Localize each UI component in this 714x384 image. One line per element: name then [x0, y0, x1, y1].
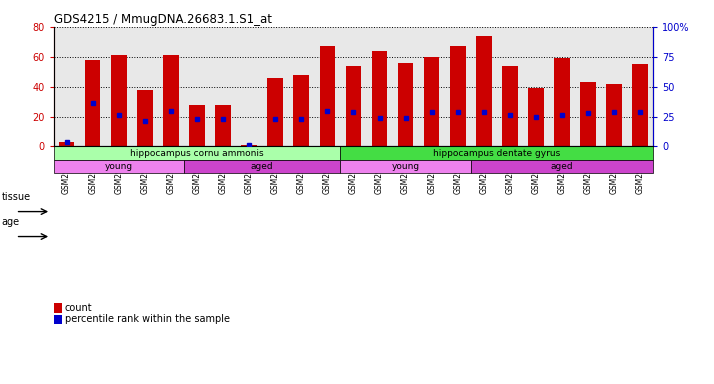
- Bar: [346, 66, 361, 146]
- Bar: [554, 58, 570, 146]
- Bar: [580, 82, 596, 146]
- Bar: [320, 46, 335, 146]
- Bar: [241, 145, 257, 146]
- Bar: [471, 160, 653, 173]
- Bar: [606, 84, 622, 146]
- Bar: [54, 146, 341, 160]
- Bar: [398, 63, 413, 146]
- Text: percentile rank within the sample: percentile rank within the sample: [65, 314, 230, 324]
- Bar: [424, 57, 440, 146]
- Bar: [267, 78, 283, 146]
- Text: aged: aged: [251, 162, 273, 171]
- Bar: [341, 160, 471, 173]
- Text: count: count: [65, 303, 93, 313]
- Bar: [85, 60, 101, 146]
- Bar: [372, 51, 387, 146]
- Bar: [163, 55, 178, 146]
- Bar: [633, 64, 648, 146]
- Bar: [184, 160, 341, 173]
- Bar: [528, 88, 544, 146]
- Bar: [111, 55, 126, 146]
- Text: hippocampus dentate gyrus: hippocampus dentate gyrus: [433, 149, 560, 157]
- Bar: [341, 146, 653, 160]
- Text: age: age: [1, 217, 19, 227]
- Bar: [293, 75, 309, 146]
- Bar: [59, 142, 74, 146]
- Text: young: young: [391, 162, 420, 171]
- Bar: [502, 66, 518, 146]
- Text: aged: aged: [550, 162, 573, 171]
- Text: hippocampus cornu ammonis: hippocampus cornu ammonis: [130, 149, 263, 157]
- Text: young: young: [105, 162, 133, 171]
- Bar: [215, 104, 231, 146]
- Bar: [54, 160, 184, 173]
- Bar: [476, 36, 492, 146]
- Text: GDS4215 / MmugDNA.26683.1.S1_at: GDS4215 / MmugDNA.26683.1.S1_at: [54, 13, 271, 26]
- Text: tissue: tissue: [1, 192, 31, 202]
- Bar: [137, 90, 153, 146]
- Bar: [189, 104, 205, 146]
- Bar: [450, 46, 466, 146]
